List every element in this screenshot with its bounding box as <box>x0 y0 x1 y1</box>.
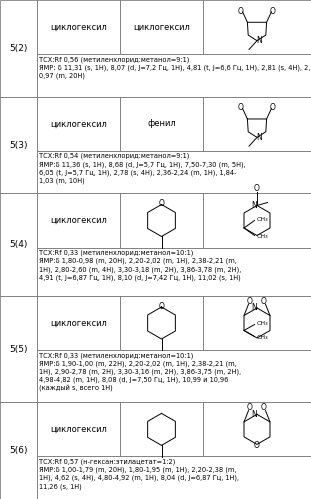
Text: циклогексил: циклогексил <box>50 22 107 31</box>
Bar <box>37 0 120 54</box>
Text: ТСХ:Rf 0,54 (метиленхлорид:метанол=9:1)
ЯМР:δ 11,36 (s, 1H), 8,68 (d, J=5,7 Гц, : ТСХ:Rf 0,54 (метиленхлорид:метанол=9:1) … <box>39 153 246 184</box>
Text: O: O <box>269 6 275 15</box>
Bar <box>37 402 120 457</box>
Bar <box>37 97 120 151</box>
Bar <box>0 296 37 402</box>
Bar <box>120 296 203 350</box>
Bar <box>37 54 311 97</box>
Text: ТСХ:Rf 0,33 (метиленхлорид:метанол=10:1)
ЯМР:δ 1,90-1,00 (m, 22H), 2,20-2,02 (m,: ТСХ:Rf 0,33 (метиленхлорид:метанол=10:1)… <box>39 352 241 392</box>
Bar <box>203 0 311 54</box>
Text: O: O <box>261 403 267 412</box>
Text: 5(4): 5(4) <box>9 240 28 249</box>
Text: CH₃: CH₃ <box>257 217 268 222</box>
Text: O: O <box>159 199 165 208</box>
Bar <box>37 296 120 350</box>
Text: O: O <box>254 184 260 193</box>
Text: O: O <box>247 297 253 306</box>
Text: циклогексил: циклогексил <box>50 119 107 128</box>
Bar <box>120 97 203 151</box>
Bar <box>203 97 311 151</box>
Text: N: N <box>251 201 257 210</box>
Text: N: N <box>251 303 257 312</box>
Text: O: O <box>238 103 244 112</box>
Text: O: O <box>247 403 253 412</box>
Text: N: N <box>256 133 262 142</box>
Bar <box>203 402 311 457</box>
Text: циклогексил: циклогексил <box>50 318 107 327</box>
Text: O: O <box>260 297 266 306</box>
Bar <box>0 0 37 97</box>
Text: циклогексил: циклогексил <box>50 425 107 434</box>
Text: 5(6): 5(6) <box>9 446 28 455</box>
Bar <box>0 194 37 296</box>
Text: CH₃: CH₃ <box>257 321 268 326</box>
Text: ТСХ:Rf 0,33 (метиленхлорид:метанол=10:1)
ЯМР:δ 1,80-0,98 (m, 20H), 2,20-2,02 (m,: ТСХ:Rf 0,33 (метиленхлорид:метанол=10:1)… <box>39 250 241 281</box>
Bar <box>37 457 311 499</box>
Text: ТСХ:Rf 0,56 (метиленхлорид:метанол=9:1)
ЯМР: δ 11,31 (s, 1H), 8,07 (d, J=7,2 Гц,: ТСХ:Rf 0,56 (метиленхлорид:метанол=9:1) … <box>39 56 311 79</box>
Text: O: O <box>254 442 260 451</box>
Text: 5(5): 5(5) <box>9 345 28 354</box>
Text: ТСХ:Rf 0,57 (н-гексан:этилацетат=1:2)
ЯМР:δ 1,00-1,79 (m, 20H), 1,80-1,95 (m, 1H: ТСХ:Rf 0,57 (н-гексан:этилацетат=1:2) ЯМ… <box>39 459 239 490</box>
Bar <box>120 0 203 54</box>
Bar <box>0 97 37 194</box>
Bar <box>0 402 37 499</box>
Text: CH₃: CH₃ <box>257 234 268 239</box>
Text: 5(2): 5(2) <box>9 44 28 53</box>
Bar <box>203 194 311 248</box>
Text: N: N <box>251 410 257 419</box>
Text: O: O <box>238 6 244 15</box>
Text: циклогексил: циклогексил <box>133 22 190 31</box>
Text: O: O <box>159 302 165 311</box>
Bar <box>37 248 311 296</box>
Bar <box>37 350 311 402</box>
Bar <box>120 194 203 248</box>
Bar <box>37 194 120 248</box>
Text: циклогексил: циклогексил <box>50 216 107 225</box>
Bar <box>120 402 203 457</box>
Text: O: O <box>269 103 275 112</box>
Text: CH₃: CH₃ <box>257 335 268 340</box>
Text: фенил: фенил <box>147 119 176 128</box>
Text: N: N <box>256 36 262 45</box>
Bar <box>37 151 311 194</box>
Text: 5(3): 5(3) <box>9 141 28 150</box>
Bar <box>203 296 311 350</box>
